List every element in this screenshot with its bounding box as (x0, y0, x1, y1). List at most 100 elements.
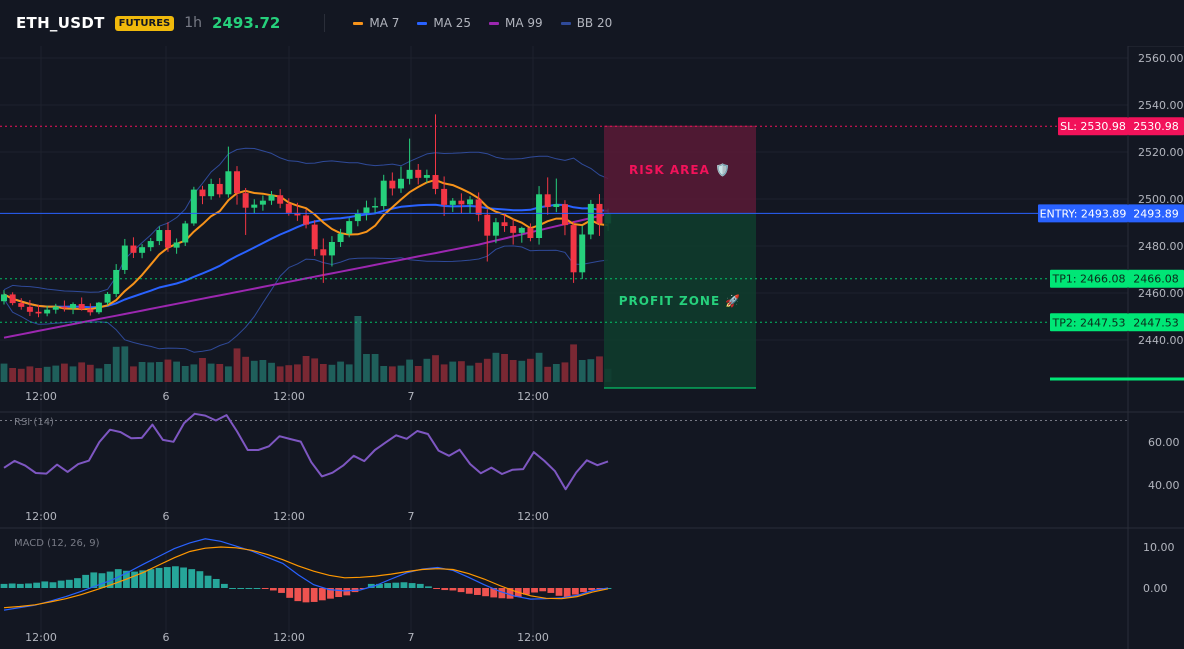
candle-body (475, 199, 482, 215)
macd-histogram-bar (425, 586, 432, 588)
macd-histogram-bar (408, 583, 416, 588)
macd-histogram-bar (555, 588, 563, 596)
candles (1, 114, 612, 318)
volume-bar (69, 366, 77, 382)
macd-histogram-bar (359, 588, 367, 589)
macd-histogram-bar (65, 579, 73, 588)
volume-bar (259, 360, 267, 382)
macd-histogram-bar (278, 588, 285, 593)
volume-bar (233, 348, 241, 382)
candle-body (26, 306, 33, 312)
volume-bar (302, 356, 310, 382)
legend-ma25[interactable]: MA 25 (417, 16, 471, 30)
macd-histogram-bar (204, 575, 212, 588)
candle-body (44, 309, 51, 314)
candle-body (484, 214, 491, 236)
macd-histogram-bar (441, 588, 449, 591)
volume-bar (190, 364, 198, 382)
profit-zone-box[interactable] (604, 213, 756, 388)
macd-histogram-bar (74, 578, 81, 588)
candle-body (553, 204, 560, 207)
candle-body (432, 175, 439, 189)
tp2-price-tag[interactable]: 2447.53 (1128, 313, 1184, 332)
time-axis-tick: 12:00 (25, 390, 57, 403)
macd-histogram-bar (327, 588, 334, 599)
volume-bars (0, 316, 612, 382)
macd-histogram-bar (172, 566, 179, 588)
tp1-tag[interactable]: TP1: 2466.08 (1050, 269, 1128, 288)
macd-time-tick: 12:00 (273, 631, 305, 644)
candle-body (35, 311, 42, 314)
volume-bar (86, 364, 94, 382)
volume-bar (354, 316, 362, 382)
last-price: 2493.72 (212, 14, 281, 32)
macd-histogram-bar (294, 588, 302, 602)
candle-body (380, 180, 387, 207)
futures-badge: FUTURES (114, 15, 175, 31)
entry-tag-bg (1038, 204, 1128, 223)
volume-bar (319, 364, 327, 382)
candle-body (182, 223, 189, 243)
profit-zone-label: PROFIT ZONE 🚀 (619, 294, 742, 308)
time-axis-tick: 12:00 (273, 390, 305, 403)
sl-price-tag[interactable]: 2530.98 (1128, 117, 1184, 136)
legend-ma7[interactable]: MA 7 (353, 16, 399, 30)
volume-bar (414, 366, 422, 382)
symbol-name[interactable]: ETH_USDT (16, 14, 105, 32)
risk-area-box[interactable] (604, 126, 756, 214)
entry-tag[interactable]: ENTRY: 2493.89 (1038, 204, 1128, 223)
macd-histogram-bar (580, 588, 587, 593)
macd-histogram-bar (376, 583, 383, 588)
candle-body (1, 294, 7, 302)
macd-histogram-bar (433, 588, 440, 589)
volume-bar (199, 358, 206, 382)
volume-bar (509, 360, 517, 382)
candle-body (139, 247, 146, 253)
volume-bar (501, 354, 508, 382)
macd-time-tick: 7 (408, 631, 415, 644)
macd-time-tick: 12:00 (517, 631, 549, 644)
macd-histogram-bar (147, 569, 155, 588)
rsi-axis-tick: 40.00 (1148, 479, 1180, 492)
volume-bar (570, 344, 577, 382)
macd-time-tick: 6 (163, 631, 170, 644)
rsi-time-tick: 7 (408, 510, 415, 523)
tp1-price-tag[interactable]: 2466.08 (1128, 269, 1184, 288)
candle-body (52, 306, 59, 310)
candle-body (216, 183, 223, 195)
candle-body (346, 221, 353, 234)
tp2-tag[interactable]: TP2: 2447.53 (1050, 313, 1128, 332)
macd-histogram-bar (253, 588, 261, 589)
candle-body (285, 203, 292, 213)
bb-lower-band (3, 245, 609, 353)
price-axis-tick: 2480.00 (1138, 240, 1184, 253)
candle-body (536, 194, 543, 239)
volume-bar (0, 363, 8, 382)
macd-axis-tick: 0.00 (1143, 582, 1168, 595)
sl-tag[interactable]: SL: 2530.98 (1058, 117, 1128, 136)
macd-histogram-bar (392, 582, 400, 588)
candle-body (173, 242, 180, 248)
legend-ma99[interactable]: MA 99 (489, 16, 543, 30)
entry-price-tag[interactable]: 2493.89 (1128, 204, 1184, 223)
volume-bar (345, 364, 353, 382)
volume-bar (250, 360, 258, 382)
timeframe-label[interactable]: 1h (184, 15, 203, 31)
rsi-time-tick: 12:00 (273, 510, 305, 523)
volume-bar (276, 366, 284, 382)
time-axis-tick: 7 (408, 390, 415, 403)
macd-histogram-bar (498, 588, 506, 599)
legend-bb20[interactable]: BB 20 (560, 16, 612, 30)
macd-histogram-bar (49, 582, 57, 588)
volume-bar (492, 352, 500, 382)
candle-body (251, 204, 258, 208)
time-axis-tick: 12:00 (517, 390, 549, 403)
risk-area-label: RISK AREA 🛡️ (629, 163, 731, 177)
price-axis-tick: 2500.00 (1138, 193, 1184, 206)
volume-bar (130, 366, 137, 382)
entry-price-tag-text: 2493.89 (1133, 207, 1179, 220)
macd-histogram-bar (384, 583, 392, 588)
candle-body (579, 234, 586, 273)
tp1-price-tag-bg (1128, 269, 1184, 288)
